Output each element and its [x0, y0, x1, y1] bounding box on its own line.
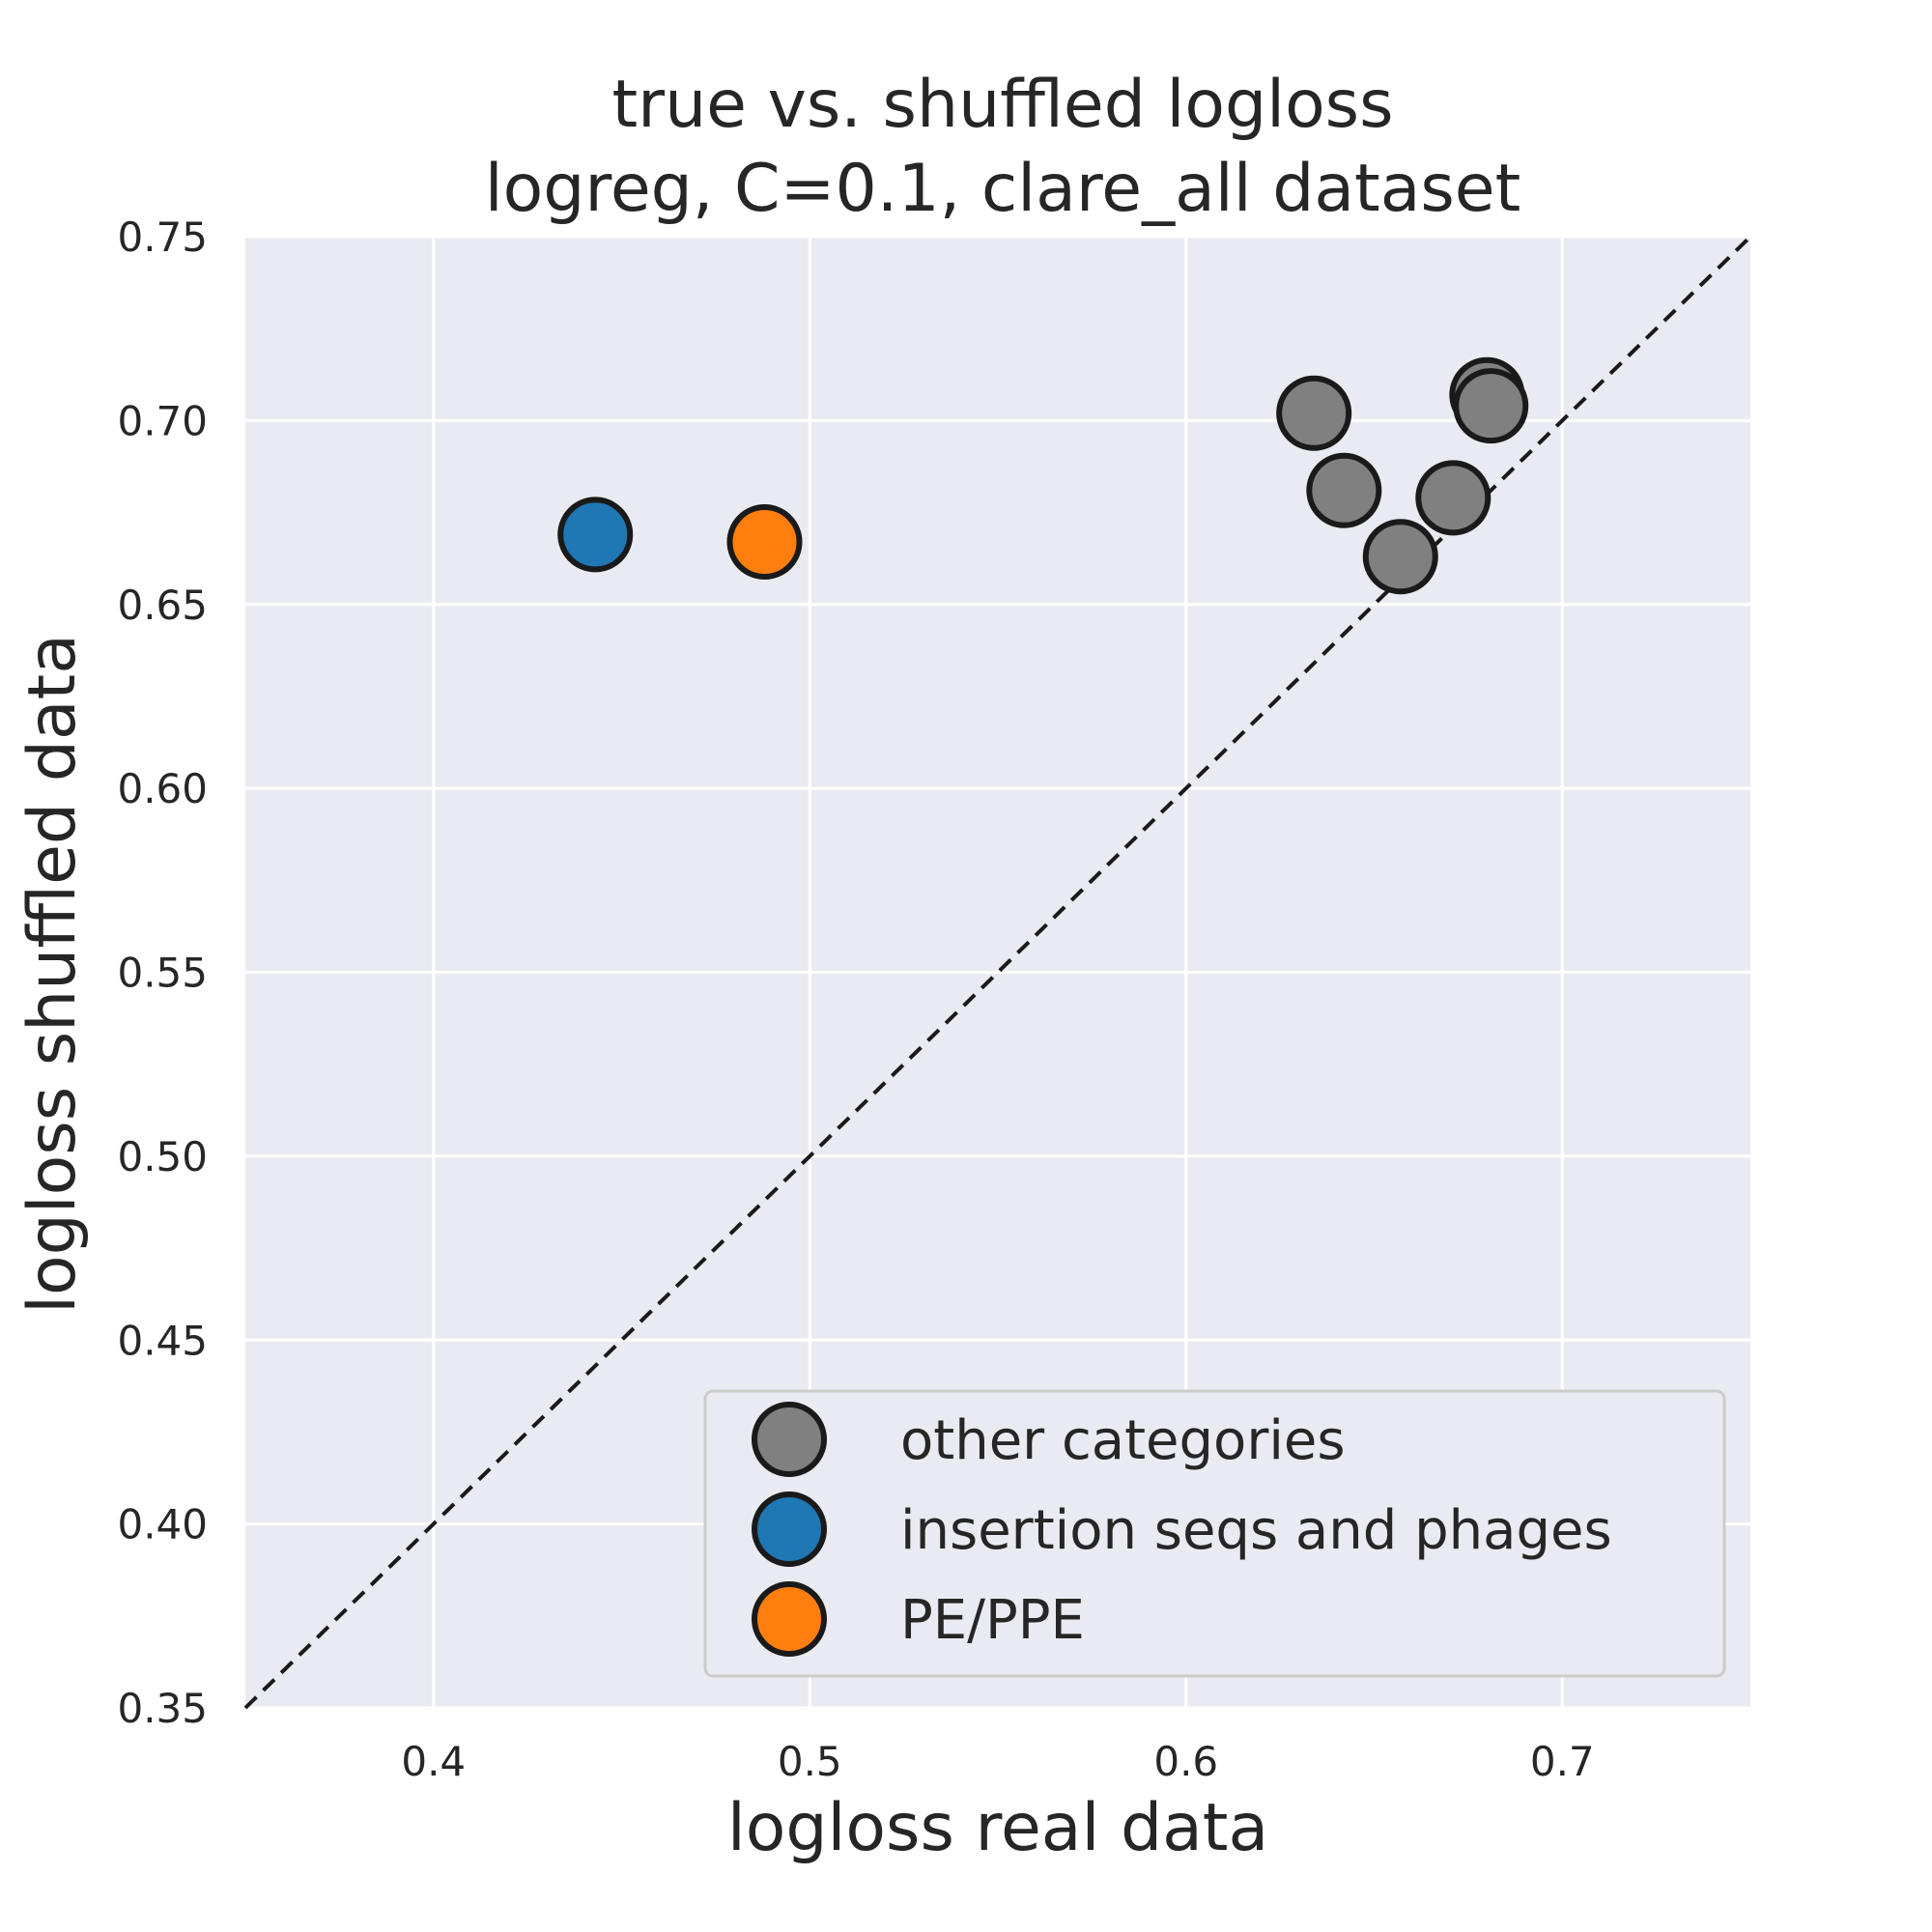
y-tick-label: 0.75: [117, 213, 208, 261]
legend-marker: [752, 1402, 827, 1477]
legend-label: other categories: [900, 1409, 1346, 1472]
chart-title-line-2: logreg, C=0.1, clare_all dataset: [485, 151, 1521, 227]
y-tick-label: 0.70: [117, 397, 208, 444]
y-tick-label: 0.55: [117, 950, 208, 997]
data-point: [1306, 452, 1382, 528]
legend-label: insertion seqs and phages: [900, 1499, 1612, 1562]
data-point: [1453, 368, 1529, 444]
y-tick-label: 0.35: [117, 1685, 208, 1732]
legend-marker: [752, 1492, 827, 1567]
x-tick-label: 0.6: [1153, 1738, 1218, 1785]
x-tick-label: 0.5: [778, 1738, 842, 1785]
data-point: [1415, 460, 1492, 536]
legend: other categories insertion seqs and phage…: [703, 1389, 1726, 1678]
data-point: [1362, 519, 1438, 595]
x-tick-labels: 0.4 0.5 0.6 0.7: [401, 1738, 1594, 1785]
chart-title-line-1: true vs. shuffled logloss: [611, 67, 1393, 143]
legend-marker: [752, 1581, 827, 1657]
y-tick-label: 0.45: [117, 1317, 208, 1364]
data-point: [1276, 375, 1352, 451]
x-tick-label: 0.7: [1530, 1738, 1595, 1785]
y-tick-label: 0.50: [117, 1133, 208, 1180]
grid-lines: [245, 235, 1750, 1710]
y-tick-labels: 0.35 0.40 0.45 0.50 0.55 0.60 0.65 0.70 0.75: [117, 213, 208, 1732]
data-points: [557, 356, 1529, 595]
y-tick-label: 0.40: [117, 1501, 208, 1548]
x-axis-label: logloss real data: [727, 1790, 1268, 1866]
legend-box: [703, 1389, 1726, 1678]
y-tick-label: 0.60: [117, 765, 208, 812]
x-tick-label: 0.4: [401, 1738, 466, 1785]
y-tick-label: 0.65: [117, 582, 208, 629]
data-point: [557, 497, 634, 573]
y-axis-label: logloss shuffled data: [14, 634, 91, 1314]
legend-label: PE/PPE: [900, 1589, 1085, 1652]
data-point: [726, 504, 803, 581]
